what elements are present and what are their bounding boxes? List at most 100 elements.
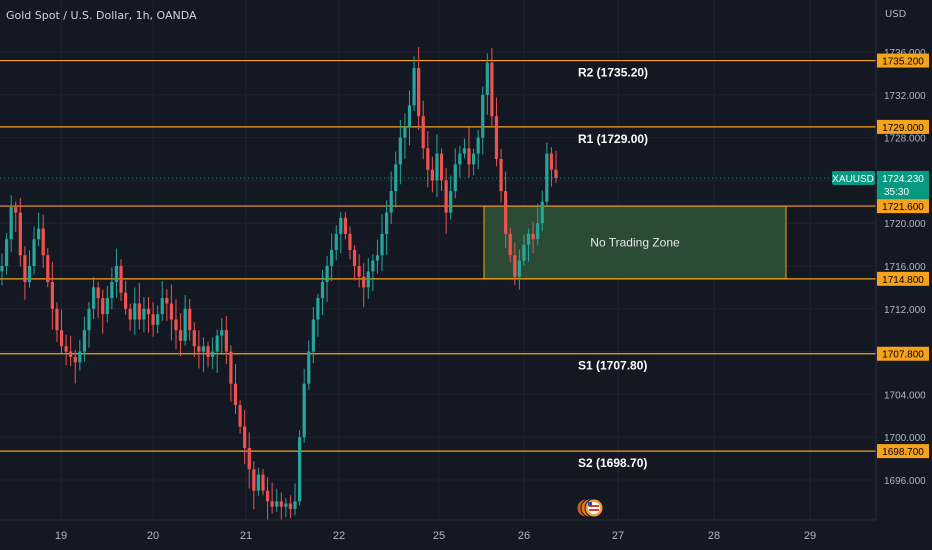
level-tag-text-S1: 1707.800: [882, 350, 924, 361]
y-tick-label: 1696.000: [884, 476, 926, 487]
candle-body: [325, 266, 329, 283]
candle-body: [348, 233, 352, 250]
candle-body: [69, 351, 73, 357]
x-tick-label: 19: [55, 530, 67, 542]
y-tick-label: 1704.000: [884, 390, 926, 401]
candle-body: [4, 239, 9, 266]
level-labels-layer: R2 (1735.20) R1 (1729.00) S1 (1707.80) S2 (…: [578, 66, 648, 471]
candle-body: [298, 437, 302, 502]
no-trading-zone: [483, 205, 787, 280]
candle-body: [238, 405, 242, 427]
time-axis-bg: [0, 520, 876, 550]
candle-body: [169, 303, 174, 320]
x-tick-label: 25: [433, 530, 445, 542]
candle-body: [41, 228, 45, 256]
flag-stripe: [589, 509, 599, 511]
candle-body: [421, 116, 425, 149]
candle-body: [320, 282, 325, 299]
candle-body: [467, 148, 471, 165]
candle-body: [197, 346, 201, 352]
candle-body: [485, 62, 489, 95]
candle-body: [499, 159, 503, 192]
candle-body: [330, 249, 334, 266]
candle-body: [508, 233, 512, 256]
candle-body: [91, 287, 96, 309]
candle-body: [27, 266, 32, 283]
candle-body: [14, 207, 18, 213]
candle-body: [265, 490, 270, 502]
candle-body: [417, 68, 421, 117]
level-tag-S1: [877, 346, 929, 361]
symbol-tag-text: XAUUSD: [832, 174, 874, 185]
candle-body: [146, 308, 151, 315]
candle-body: [174, 319, 178, 331]
candle-body: [549, 153, 554, 170]
candle-body: [426, 148, 430, 170]
candle-body: [513, 255, 517, 277]
no-trading-zone-layer: No Trading Zone: [483, 205, 787, 280]
events-flag-icon: [576, 498, 604, 518]
candle-body: [316, 298, 320, 320]
last-price-value: 1724.230: [882, 174, 924, 185]
candle-body: [531, 233, 535, 240]
y-tick-label: 1720.000: [884, 219, 926, 230]
candle-body: [284, 503, 288, 507]
candle-body: [87, 308, 91, 331]
level-tag-text-R2: 1735.200: [882, 57, 924, 68]
candle-body: [302, 383, 306, 438]
candle-body: [9, 207, 13, 240]
candle-body: [481, 94, 485, 138]
candle-body: [156, 314, 160, 325]
candle-body: [18, 212, 22, 256]
y-tick-label: 1712.000: [884, 305, 926, 316]
candle-body: [334, 233, 338, 250]
candle-body: [224, 330, 228, 352]
y-tick-label: 1732.000: [884, 91, 926, 102]
level-tag-text-lower: 1714.800: [882, 275, 924, 286]
y-tick-label: 1728.000: [884, 134, 926, 145]
candle-body: [339, 217, 343, 234]
candle-body: [50, 282, 54, 309]
candle-body: [0, 266, 4, 272]
candle-body: [215, 335, 219, 352]
candle-body: [398, 137, 402, 165]
candle-body: [504, 191, 508, 234]
candle-body: [64, 346, 68, 352]
level-tag-text-upper: 1721.600: [882, 202, 924, 213]
candle-body: [476, 137, 480, 154]
candle-body: [343, 217, 347, 234]
candle-body: [288, 503, 293, 509]
candle-body: [453, 164, 457, 192]
candle-body: [362, 276, 366, 288]
candle-body: [380, 233, 384, 256]
candle-body: [206, 346, 210, 357]
x-tick-label: 28: [708, 530, 720, 542]
level-label-R2: R2 (1735.20): [578, 66, 648, 80]
candle-body: [256, 474, 260, 491]
candle-body: [439, 153, 444, 181]
bar-countdown: 35:30: [884, 187, 909, 198]
candle-body: [490, 62, 494, 117]
candle-body: [55, 308, 59, 331]
candle-body: [59, 330, 64, 347]
level-lines-layer: [0, 59, 876, 452]
candle-body: [311, 319, 315, 352]
candle-body: [37, 228, 41, 240]
candle-body: [178, 330, 183, 341]
candle-body: [270, 501, 274, 507]
y-tick-label: 1716.000: [884, 262, 926, 273]
candle-body: [403, 126, 407, 138]
candle-body: [247, 447, 251, 470]
level-tag-S2: [877, 444, 929, 459]
candle-body: [78, 351, 82, 363]
candle-body: [23, 255, 27, 283]
level-tag-R2: [877, 53, 929, 68]
candle-body: [119, 266, 123, 293]
x-tick-label: 29: [804, 530, 816, 542]
candle-body: [526, 233, 531, 245]
level-label-R1: R1 (1729.00): [578, 132, 648, 146]
candle-body: [407, 105, 412, 127]
candle-body: [211, 351, 215, 357]
